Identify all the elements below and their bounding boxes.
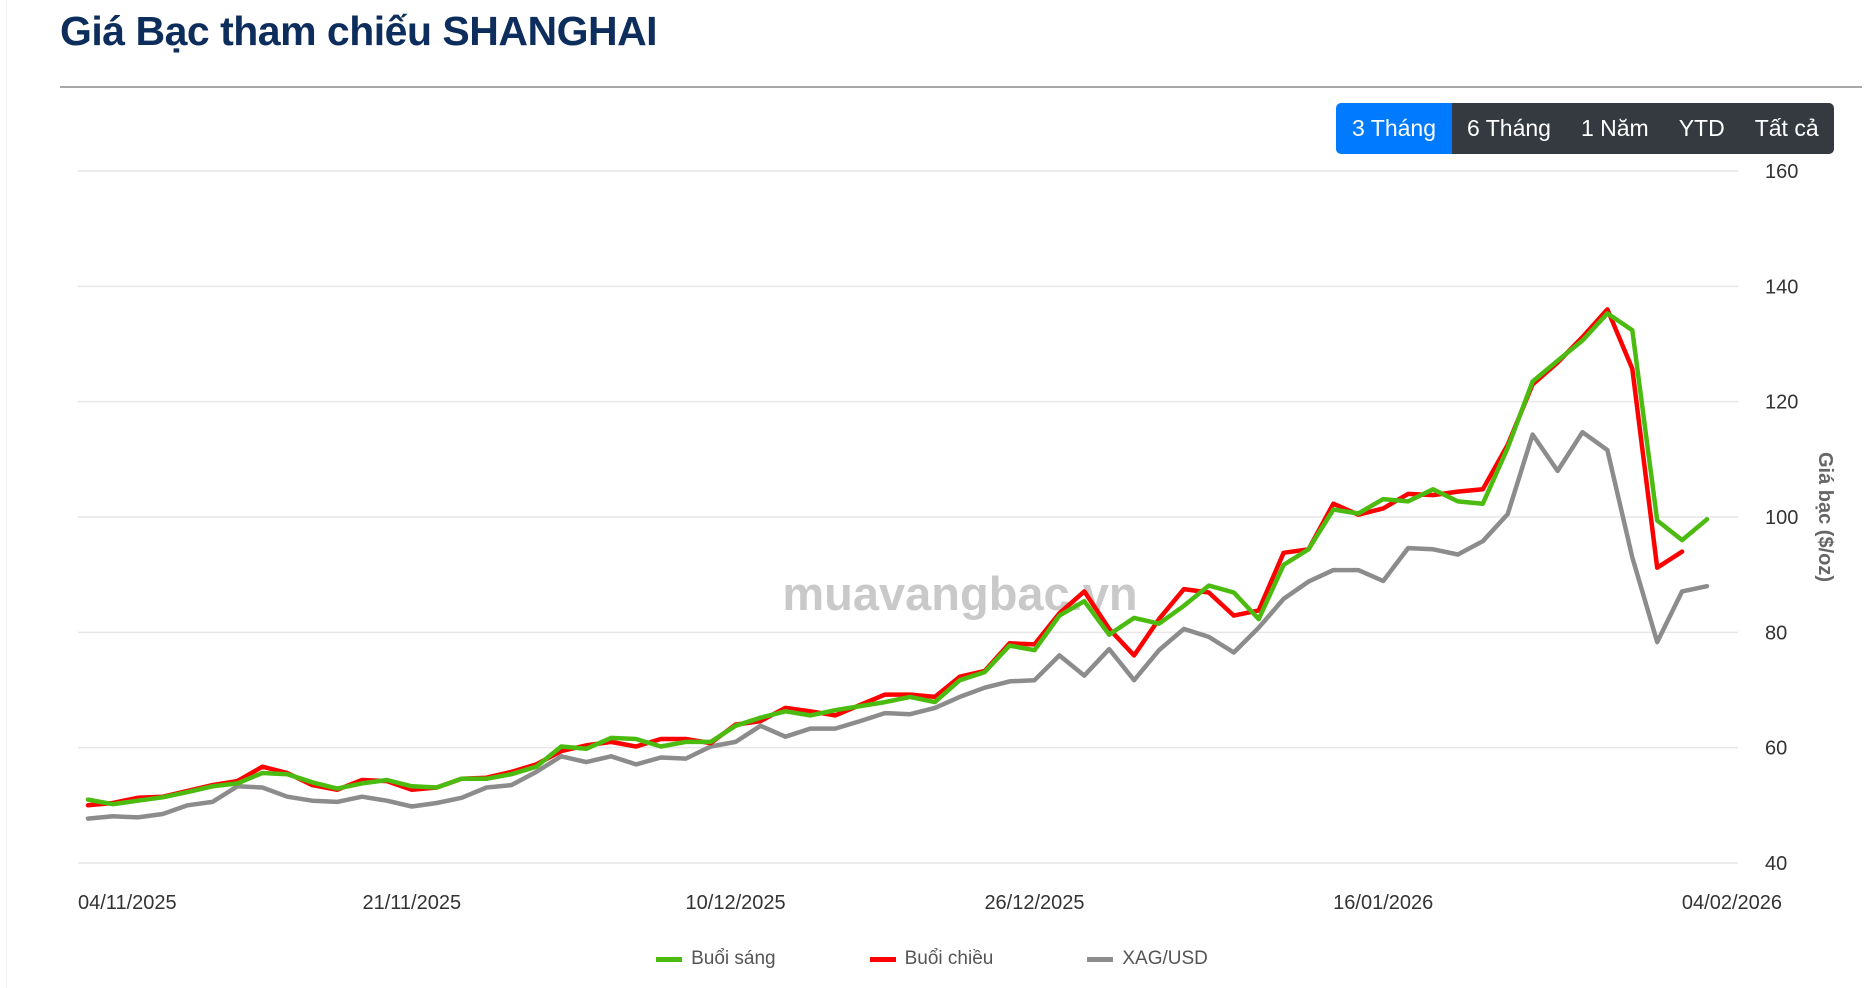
series-line-1	[85, 307, 1685, 808]
range-button-1-year[interactable]: 1 Năm	[1565, 103, 1664, 154]
y-tick-label: 80	[1765, 622, 1787, 644]
page-title: Giá Bạc tham chiếu SHANGHAI	[60, 8, 658, 54]
legend-item-afternoon[interactable]: Buổi chiều	[869, 948, 994, 970]
series-line-2	[85, 429, 1710, 821]
range-button-3-months[interactable]: 3 Tháng	[1336, 103, 1452, 154]
page-border	[6, 0, 7, 988]
y-tick-label: 40	[1765, 853, 1787, 875]
legend-swatch-morning	[656, 956, 683, 962]
x-tick-label: 26/12/2025	[984, 892, 1084, 914]
y-axis-title: Giá bạc ($/oz)	[1814, 452, 1836, 582]
y-tick-label: 60	[1765, 738, 1787, 760]
x-tick-label: 16/01/2026	[1333, 892, 1433, 914]
legend-label: Buổi chiều	[904, 948, 994, 969]
watermark: muavangbac.vn	[782, 567, 1137, 620]
legend-swatch-xagusd	[1087, 956, 1114, 962]
x-tick-label: 10/12/2025	[686, 892, 786, 914]
legend-item-xagusd[interactable]: XAG/USD	[1087, 948, 1208, 970]
x-tick-label: 04/02/2026	[1682, 892, 1782, 914]
legend-label: XAG/USD	[1122, 948, 1208, 969]
legend-swatch-afternoon	[869, 956, 896, 962]
y-tick-label: 140	[1765, 276, 1798, 298]
legend-item-morning[interactable]: Buổi sáng	[656, 948, 776, 970]
range-button-all[interactable]: Tất cả	[1739, 103, 1834, 154]
range-button-group: 3 Tháng 6 Tháng 1 Năm YTD Tất cả	[1336, 103, 1834, 154]
range-button-ytd[interactable]: YTD	[1663, 103, 1740, 154]
y-tick-label: 120	[1765, 392, 1798, 414]
title-divider	[60, 86, 1862, 88]
series-line-0	[85, 311, 1710, 807]
x-tick-label: 04/11/2025	[78, 892, 177, 914]
chart-legend: Buổi sáng Buổi chiều XAG/USD	[0, 948, 1864, 970]
legend-label: Buổi sáng	[691, 948, 776, 969]
y-tick-label: 100	[1765, 507, 1798, 529]
x-tick-label: 21/11/2025	[362, 892, 461, 914]
y-tick-label: 160	[1765, 161, 1798, 183]
range-button-6-months[interactable]: 6 Tháng	[1451, 103, 1566, 154]
